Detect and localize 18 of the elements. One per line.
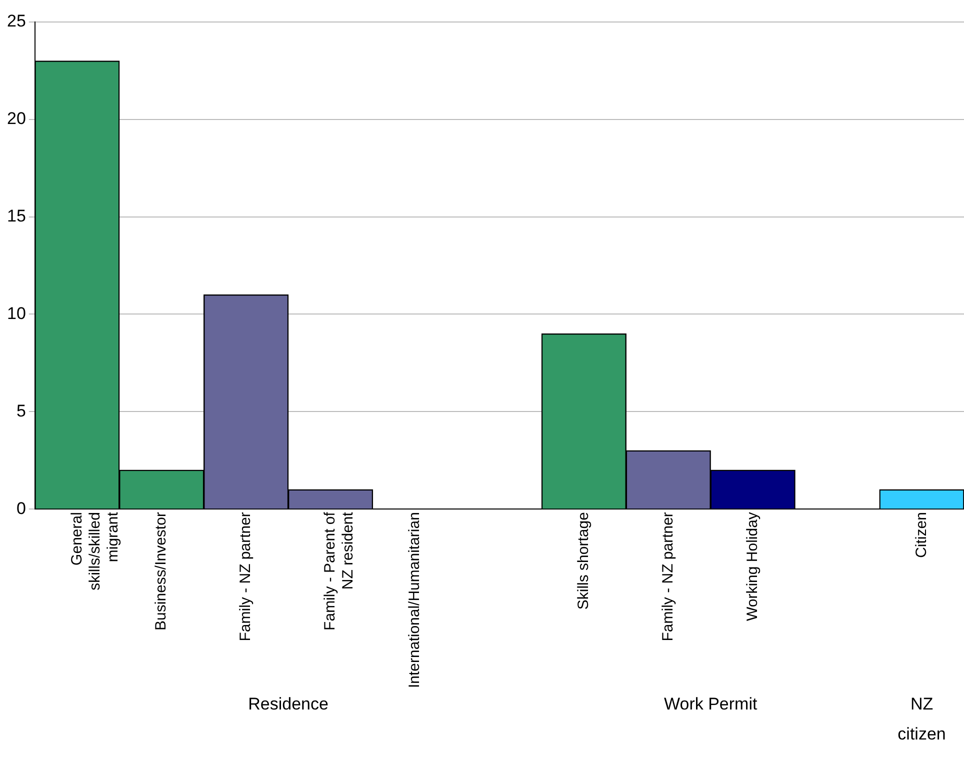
x-tick-label: Family - NZ partner xyxy=(237,512,254,642)
x-tick-label: Skills shortage xyxy=(575,512,592,610)
y-tick-label: 20 xyxy=(6,109,26,128)
x-tick-label: Working Holiday xyxy=(744,512,761,621)
y-tick-label: 25 xyxy=(6,12,26,31)
y-tick-label: 5 xyxy=(16,401,26,420)
text: Work Permit xyxy=(664,694,758,714)
x-tick-label: General skills/skilled migrant xyxy=(68,511,122,590)
x-tick-label: Citizen xyxy=(912,512,930,558)
x-tick-label: Family - NZ partner xyxy=(660,512,677,642)
x-tick-label: Business/Investor xyxy=(152,512,170,630)
x-tick-label: Family - Parent of NZ resident xyxy=(322,511,357,630)
y-tick-label: 0 xyxy=(16,498,26,518)
y-tick-label: 10 xyxy=(6,304,26,323)
y-tick-label: 15 xyxy=(6,206,26,226)
x-tick-label: International/Humanitarian xyxy=(406,512,424,688)
text: NZ citizen xyxy=(898,694,946,744)
text: Residence xyxy=(248,694,328,714)
